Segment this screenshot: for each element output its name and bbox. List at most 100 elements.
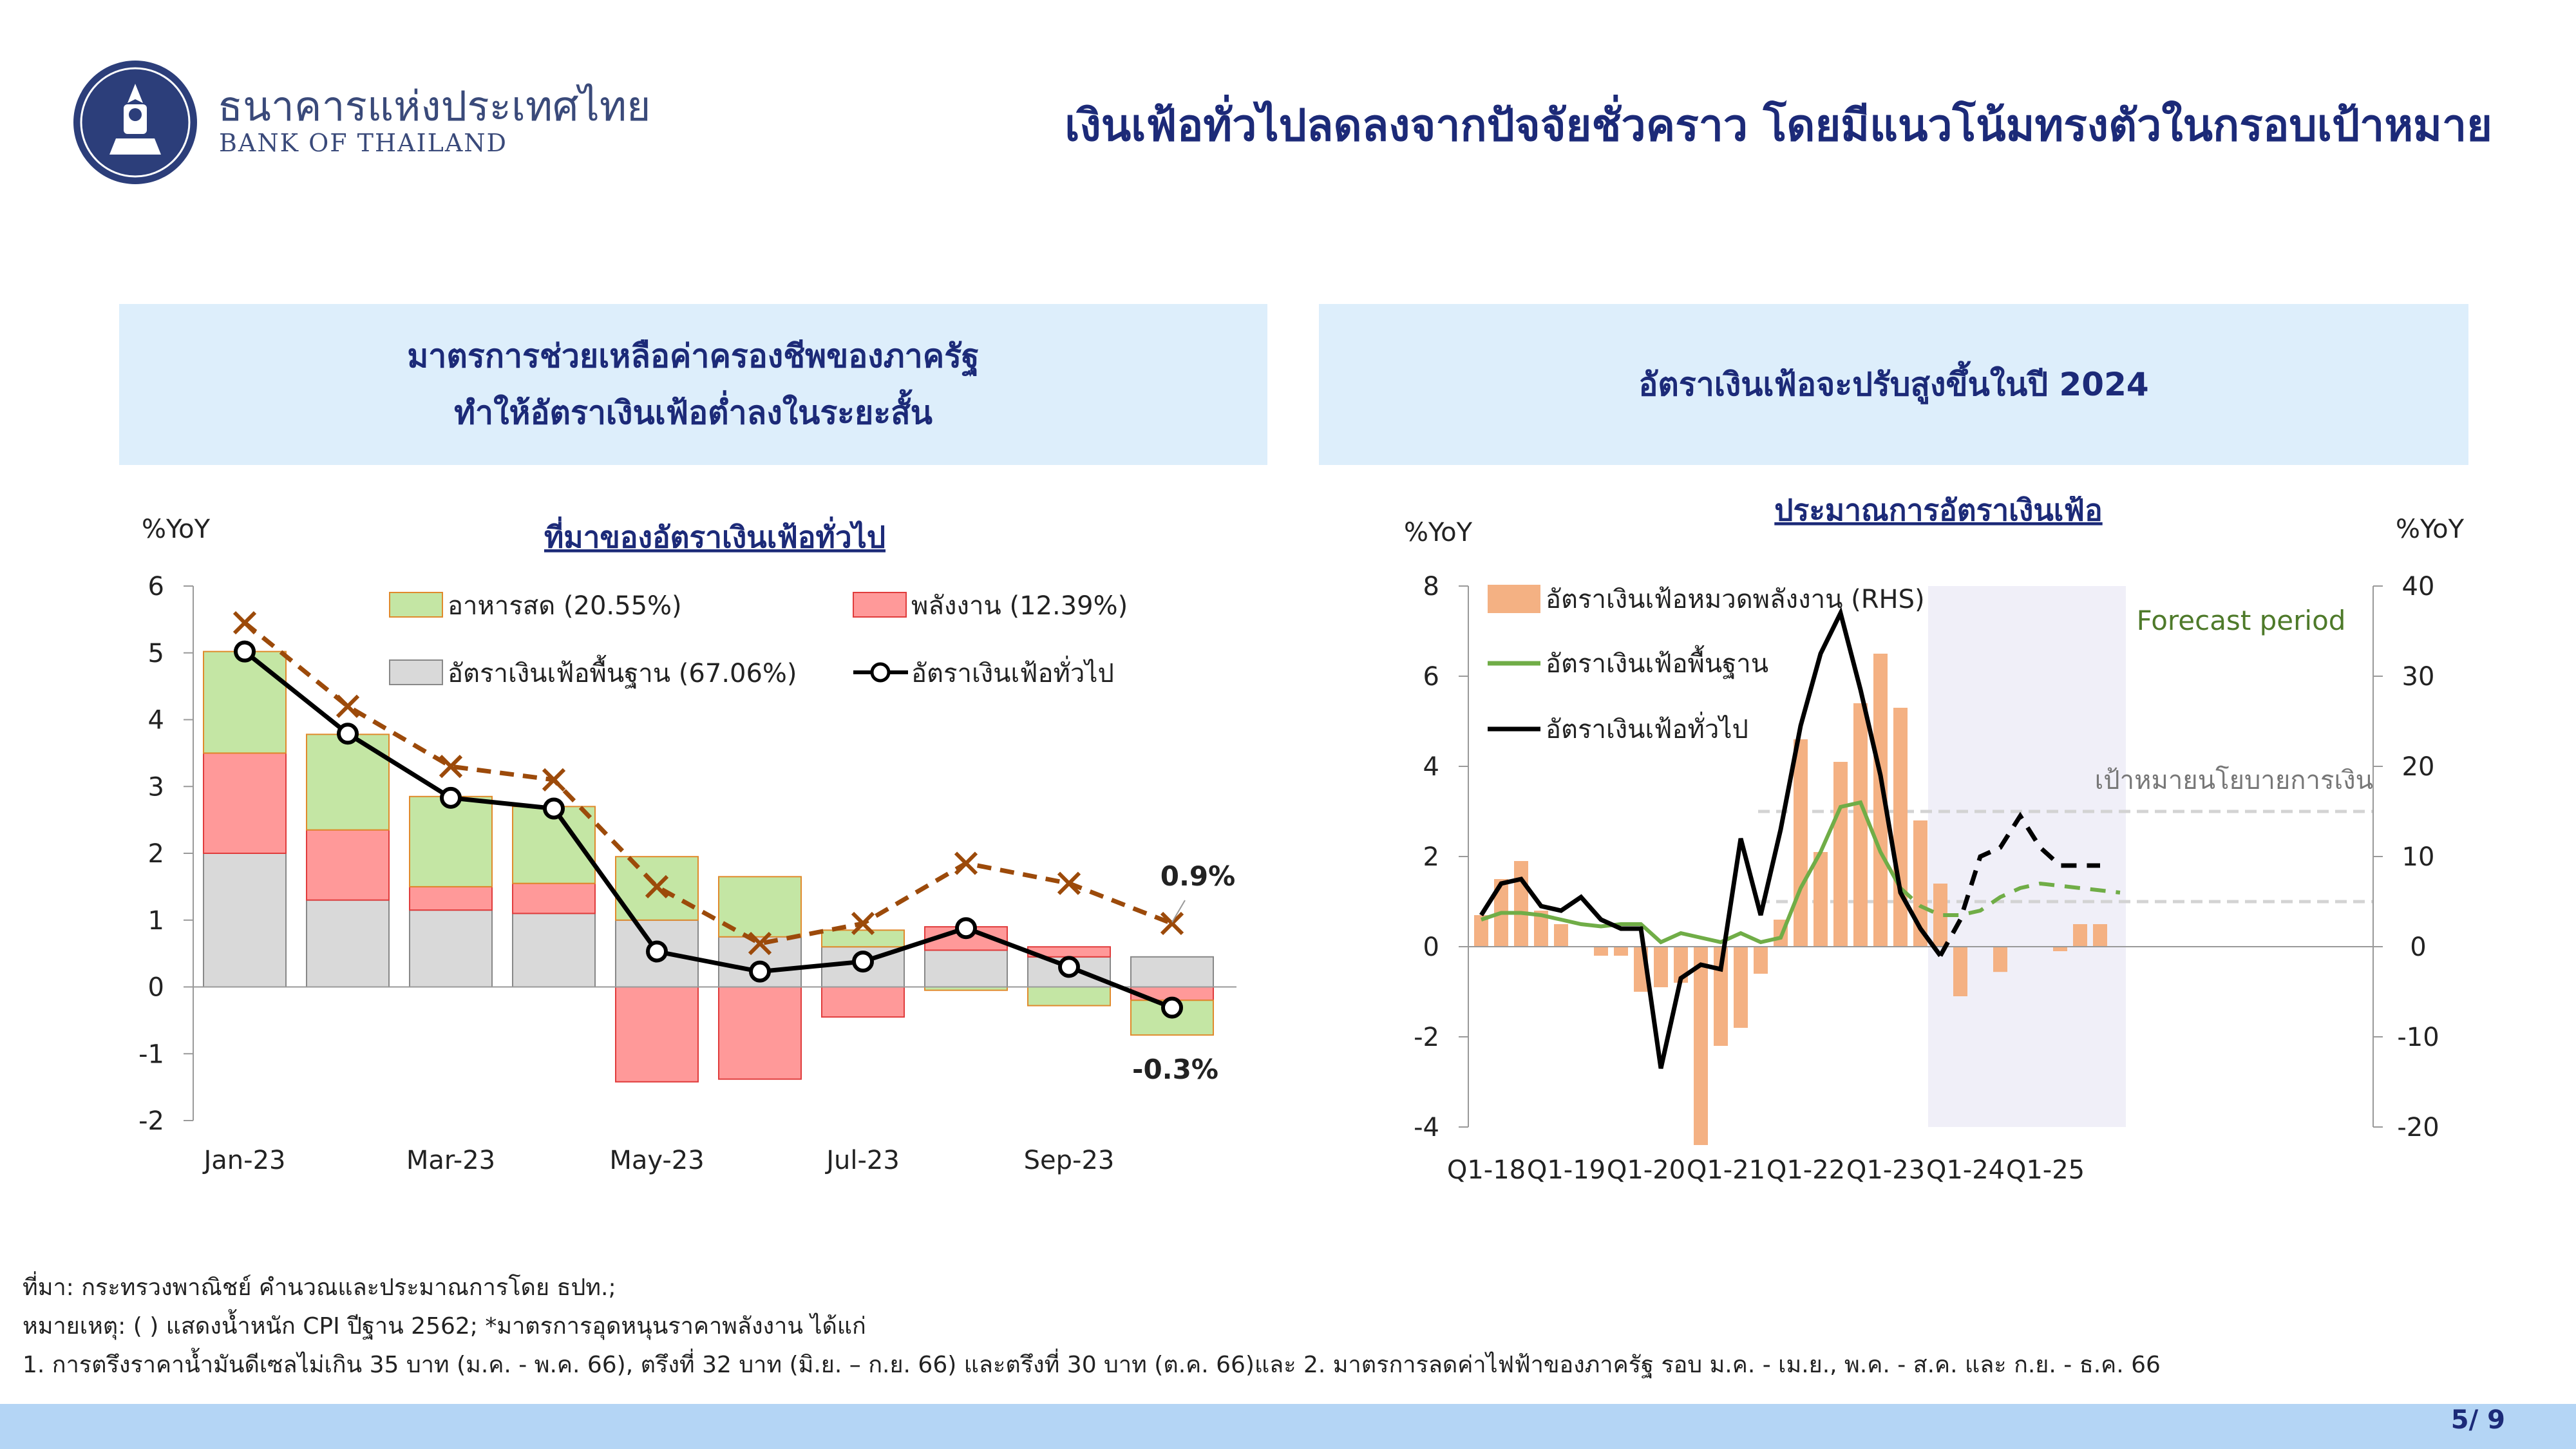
left-y-tick-label: 4 <box>148 706 164 735</box>
energy-bar <box>2093 924 2107 947</box>
energy-bar <box>1953 947 1967 996</box>
right-right-tick-label: 40 <box>2402 572 2435 601</box>
bar-segment <box>821 929 905 948</box>
bar-segment <box>409 886 493 911</box>
right-x-tick-label: Q1-22 <box>1766 1155 1845 1185</box>
cross-stroke <box>954 851 978 875</box>
legend-headline-marker <box>870 662 891 683</box>
bar-segment <box>512 882 596 914</box>
headline-marker <box>749 960 771 983</box>
right-left-tick-label: -4 <box>1414 1113 1439 1142</box>
bar-segment <box>203 650 287 754</box>
cross-stroke <box>439 755 463 779</box>
bot-seal-icon <box>73 61 197 184</box>
bar-segment <box>718 986 802 1080</box>
footnote-source: ที่มา: กระทรวงพาณิชย์ คำนวณและประมาณการโ… <box>23 1274 616 1301</box>
right-right-tick-label: 0 <box>2410 933 2426 962</box>
cross-marker <box>336 694 360 718</box>
cpi-without-measures-line <box>243 621 1173 946</box>
left-y-tick-label: 5 <box>148 639 164 668</box>
cross-stroke <box>851 911 875 936</box>
headline-marker <box>543 797 565 820</box>
left-y-tick-label: 2 <box>148 839 164 869</box>
cross-stroke <box>542 768 566 791</box>
annotation-minus-0-3: -0.3% <box>1132 1054 1218 1085</box>
left-panel-header-line2: ทำให้อัตราเงินเฟ้อต่ำลงในระยะสั้น <box>454 394 933 431</box>
right-x-tick-label: Q1-18 <box>1447 1155 1526 1185</box>
energy-bar <box>1654 947 1668 987</box>
right-left-tick-label: 2 <box>1423 842 1439 872</box>
headline-inflation-line <box>1479 607 1942 1069</box>
headline-marker <box>852 951 874 973</box>
energy-bar <box>2053 947 2067 951</box>
bar-segment <box>409 795 493 887</box>
right-x-tick-label: Q1-25 <box>2006 1155 2085 1185</box>
left-y-tick-label: 3 <box>148 772 164 802</box>
energy-bar <box>1893 708 1908 947</box>
headline-marker <box>646 940 668 963</box>
bar-segment <box>821 986 905 1018</box>
legend-headline-label: อัตราเงินเฟ้อทั่วไป <box>911 656 1114 688</box>
energy-bar <box>1833 762 1848 947</box>
right-left-tick-label: 8 <box>1423 572 1439 601</box>
legend-core-label: อัตราเงินเฟ้อพื้นฐาน (67.06%) <box>448 654 797 689</box>
right-chart-title: ประมาณการอัตราเงินเฟ้อ <box>1774 496 2102 527</box>
left-y-tick-label: -1 <box>138 1039 164 1069</box>
bar-segment <box>306 734 390 831</box>
left-y-tick-label: 1 <box>148 906 164 936</box>
right-y-left-label: %YoY <box>1404 518 1473 547</box>
right-x-tick-label: Q1-21 <box>1687 1155 1765 1185</box>
headline-marker <box>955 917 977 940</box>
target-band-label: เป้าหมายนโยบายการเงิน <box>2095 766 2373 795</box>
cross-marker <box>1160 911 1184 936</box>
cross-marker <box>954 851 978 875</box>
left-x-tick-label: Sep-23 <box>1024 1146 1115 1175</box>
bar-segment <box>306 829 390 901</box>
right-right-tick-label: 20 <box>2402 752 2435 782</box>
cross-marker <box>1057 871 1081 895</box>
headline-marker <box>337 723 359 745</box>
bar-segment <box>203 752 287 854</box>
cross-stroke <box>232 611 257 635</box>
cross-marker <box>851 911 875 936</box>
right-y-right-label: %YoY <box>2396 515 2465 544</box>
bar-segment <box>615 986 699 1083</box>
left-y-tick-label: 6 <box>148 572 164 601</box>
cross-stroke <box>336 694 360 718</box>
legend-energy-swatch <box>1488 585 1540 613</box>
energy-bar <box>1873 654 1888 947</box>
cross-marker <box>645 875 669 898</box>
annotation-0-9: 0.9% <box>1160 860 1235 892</box>
right-x-tick-label: Q1-20 <box>1607 1155 1685 1185</box>
legend-energy-label: พลังงาน (12.39%) <box>911 591 1128 621</box>
energy-bar <box>1913 820 1927 947</box>
headline-marker <box>234 640 256 663</box>
energy-bar <box>1814 852 1828 947</box>
energy-bar <box>1514 861 1528 947</box>
footnotes: ที่มา: กระทรวงพาณิชย์ คำนวณและประมาณการโ… <box>23 1269 2534 1385</box>
left-x-tick-label: May-23 <box>609 1146 704 1175</box>
energy-bar <box>2073 924 2087 947</box>
energy-bar <box>1554 924 1568 947</box>
headline-marker <box>1161 996 1183 1019</box>
right-x-tick-label: Q1-19 <box>1527 1155 1605 1185</box>
legend-food-swatch <box>389 592 443 618</box>
energy-bar <box>1594 947 1608 956</box>
left-y-tick-label: 0 <box>148 973 164 1003</box>
right-left-tick-label: -2 <box>1414 1023 1439 1052</box>
page-title: เงินเฟ้อทั่วไปลดลงจากปัจจัยชั่วคราว โดยม… <box>1065 100 2492 151</box>
energy-bar <box>1993 947 2007 972</box>
cross-stroke <box>748 931 772 956</box>
legend-headline-label: อัตราเงินเฟ้อทั่วไป <box>1546 712 1748 744</box>
footnote-remark: หมายเหตุ: ( ) แสดงน้ำหนัก CPI ปีฐาน 2562… <box>23 1313 866 1340</box>
right-right-tick-label: 30 <box>2402 662 2435 692</box>
right-x-tick-label: Q1-23 <box>1846 1155 1925 1185</box>
energy-bar <box>1534 911 1548 947</box>
cross-marker <box>748 931 772 956</box>
legend-core-label: อัตราเงินเฟ้อพื้นฐาน <box>1546 645 1768 679</box>
legend-energy-label: อัตราเงินเฟ้อหมวดพลังงาน (RHS) <box>1546 585 1925 614</box>
cross-marker <box>232 611 257 635</box>
left-y-tick-label: -2 <box>138 1106 164 1136</box>
bar-segment <box>306 899 390 988</box>
bar-segment <box>1027 986 1111 1007</box>
